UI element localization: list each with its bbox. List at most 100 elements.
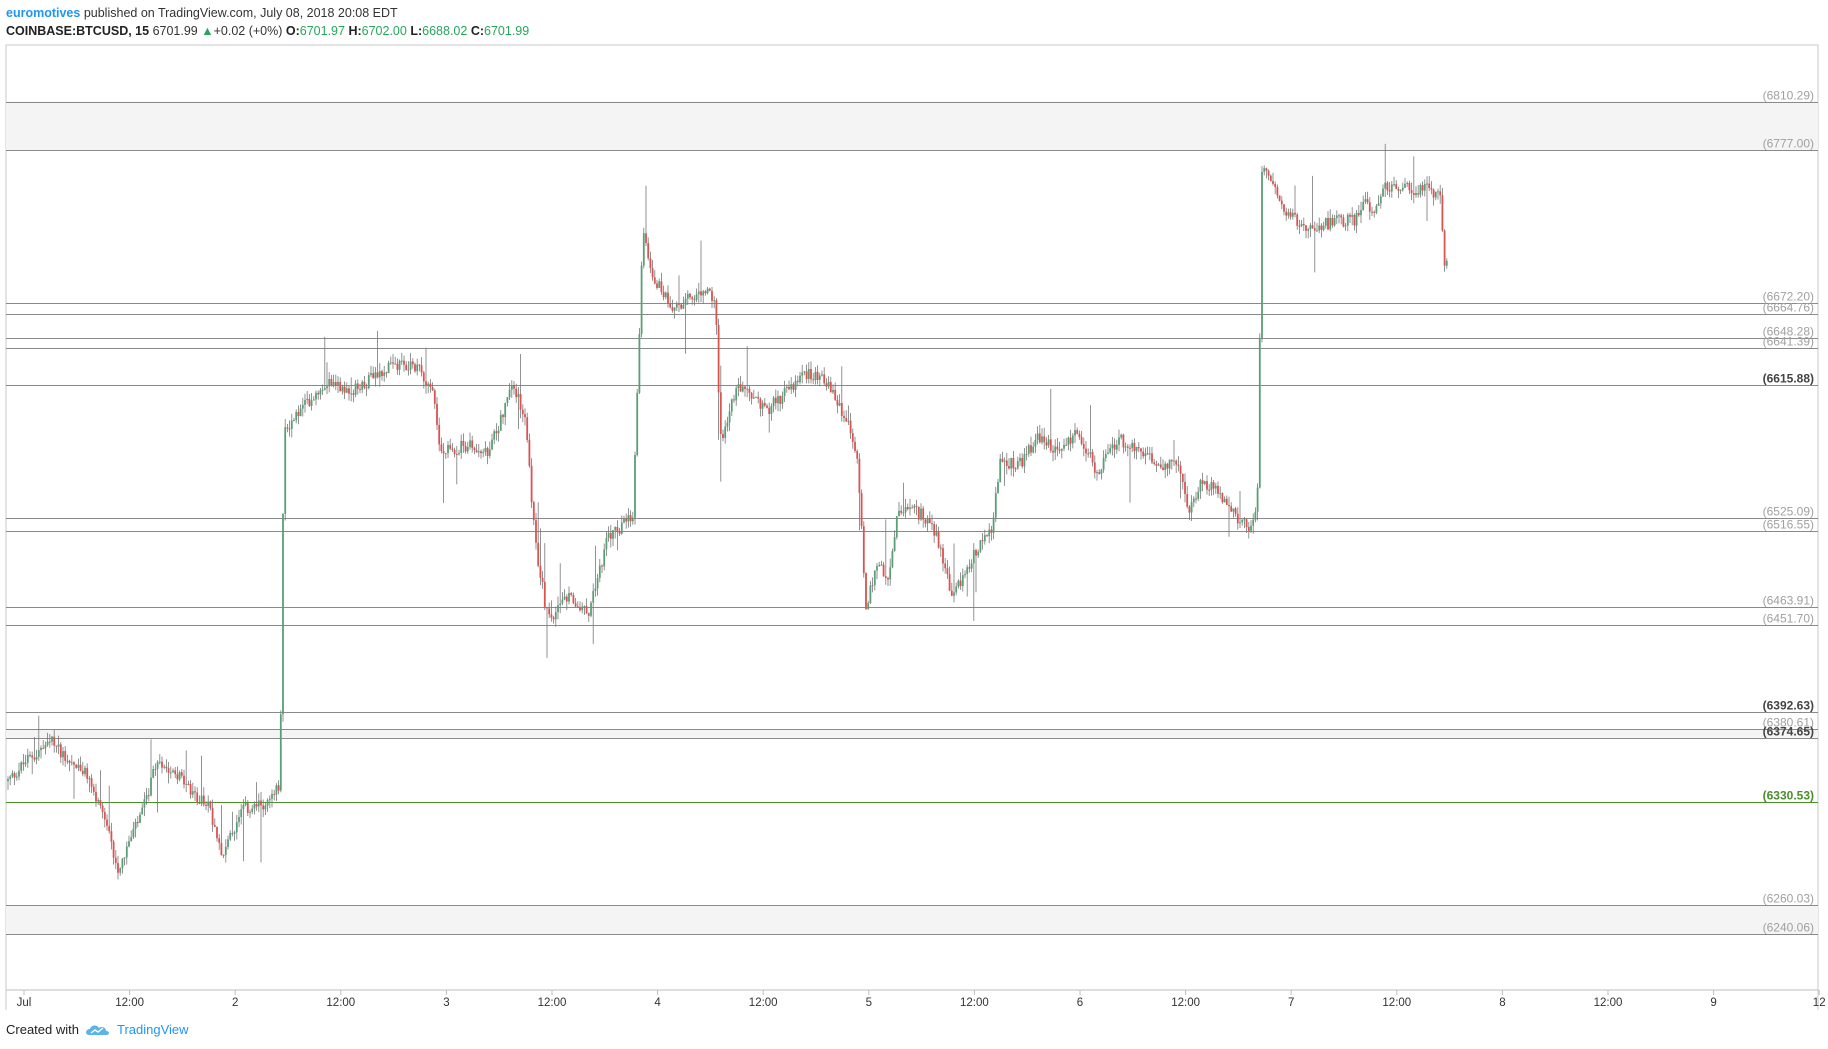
candle-body: [1071, 435, 1074, 444]
candle-body: [1175, 460, 1178, 465]
candle-body: [528, 439, 531, 466]
candle-body: [319, 390, 322, 395]
candle-body: [649, 258, 652, 269]
candle-body: [1294, 212, 1296, 215]
level-label: (6615.88): [1763, 372, 1814, 386]
candle-body: [1137, 447, 1140, 449]
candle-body: [1109, 447, 1112, 453]
candle-body: [840, 402, 843, 417]
candle-body: [1322, 225, 1325, 230]
candle-body: [385, 372, 388, 374]
candle-body: [389, 362, 392, 364]
price-chart[interactable]: (6810.29) (6777.00) (6672.20)(6664.76) (664…: [0, 0, 1828, 1010]
candle-body: [917, 506, 920, 520]
candle-body: [257, 800, 260, 807]
candle-body: [559, 603, 562, 606]
candle-body: [57, 744, 60, 747]
candle-body: [1166, 463, 1169, 469]
candle-body: [136, 822, 139, 824]
candle-body: [913, 505, 916, 508]
candle-body: [568, 593, 570, 602]
candle-body: [1043, 436, 1046, 443]
candle-body: [154, 768, 157, 770]
candle-body: [680, 304, 683, 309]
candle-body: [7, 779, 9, 782]
candle-body: [196, 792, 199, 803]
candle-body: [1113, 444, 1116, 450]
candle-body: [123, 857, 126, 859]
x-tick-label: 7: [1288, 997, 1294, 1009]
candle-body: [1096, 472, 1098, 474]
candle-body: [213, 824, 216, 827]
candle-body: [121, 858, 124, 869]
candle-body: [574, 603, 577, 607]
candle-body: [1324, 217, 1327, 226]
candle-body: [101, 805, 104, 813]
candle-body: [1344, 225, 1347, 227]
candle-body: [572, 595, 575, 604]
candle-body: [1045, 442, 1048, 446]
candle-body: [1443, 230, 1446, 266]
candle-body: [266, 800, 269, 806]
candle-body: [1144, 453, 1147, 457]
candle-body: [1120, 434, 1123, 438]
candle-body: [856, 450, 859, 459]
candle-body: [990, 529, 993, 533]
candle-body: [33, 757, 36, 760]
candle-body: [460, 440, 463, 454]
candle-body: [1049, 439, 1052, 451]
candle-body: [829, 381, 832, 393]
candle-body: [1430, 188, 1433, 190]
candle-body: [53, 736, 56, 746]
candle-body: [779, 396, 782, 404]
candle-body: [689, 293, 691, 298]
candle-body: [1263, 168, 1266, 172]
candle-body: [235, 822, 238, 833]
x-tick-label: 12:00: [326, 997, 355, 1009]
candle-body: [517, 393, 520, 398]
candle-body: [255, 804, 258, 807]
candle-body: [1131, 442, 1134, 449]
horizontal-levels: [6, 102, 1818, 935]
level-label: (6374.65): [1763, 725, 1814, 739]
candle-body: [728, 411, 731, 423]
candle-body: [1261, 171, 1263, 338]
candle-body: [845, 418, 848, 422]
candle-body: [1335, 215, 1338, 219]
x-tick-label: 12:00: [1594, 997, 1623, 1009]
candle-body: [1357, 212, 1360, 216]
candle-body: [717, 325, 720, 393]
candle-body: [1140, 448, 1142, 452]
candle-body: [922, 508, 925, 520]
candle-body: [1060, 448, 1063, 451]
candle-body: [1056, 446, 1059, 450]
candle-body: [484, 448, 487, 452]
candle-body: [695, 294, 698, 300]
candle-body: [722, 433, 724, 438]
candle-body: [535, 520, 537, 543]
candle-body: [986, 535, 988, 537]
chart-header: euromotives published on TradingView.com…: [6, 4, 529, 40]
candle-body: [218, 838, 221, 843]
author-link[interactable]: euromotives: [6, 6, 81, 20]
candle-body: [1364, 199, 1367, 202]
candle-body: [530, 465, 533, 503]
candle-body: [1428, 183, 1431, 189]
candle-body: [1252, 519, 1255, 526]
low-label: L:: [410, 24, 423, 38]
candle-body: [1241, 519, 1244, 523]
candle-body: [75, 764, 78, 768]
time-axis: Jul 12:00 2 12:00 3 12:00 4 12:00 5 12:00 6 12:00 7 1…: [17, 990, 1826, 1009]
candle-body: [931, 523, 933, 525]
candle-body: [279, 714, 282, 791]
candle-body: [1316, 230, 1318, 232]
candle-body: [1036, 433, 1039, 440]
candle-body: [596, 578, 599, 589]
candle-body: [139, 814, 141, 823]
tradingview-link[interactable]: TradingView: [116, 1022, 189, 1037]
candle-body: [1157, 464, 1160, 466]
candle-body: [1377, 203, 1380, 206]
candle-body: [216, 826, 218, 839]
candle-body: [1151, 453, 1153, 463]
candle-body: [282, 513, 284, 715]
